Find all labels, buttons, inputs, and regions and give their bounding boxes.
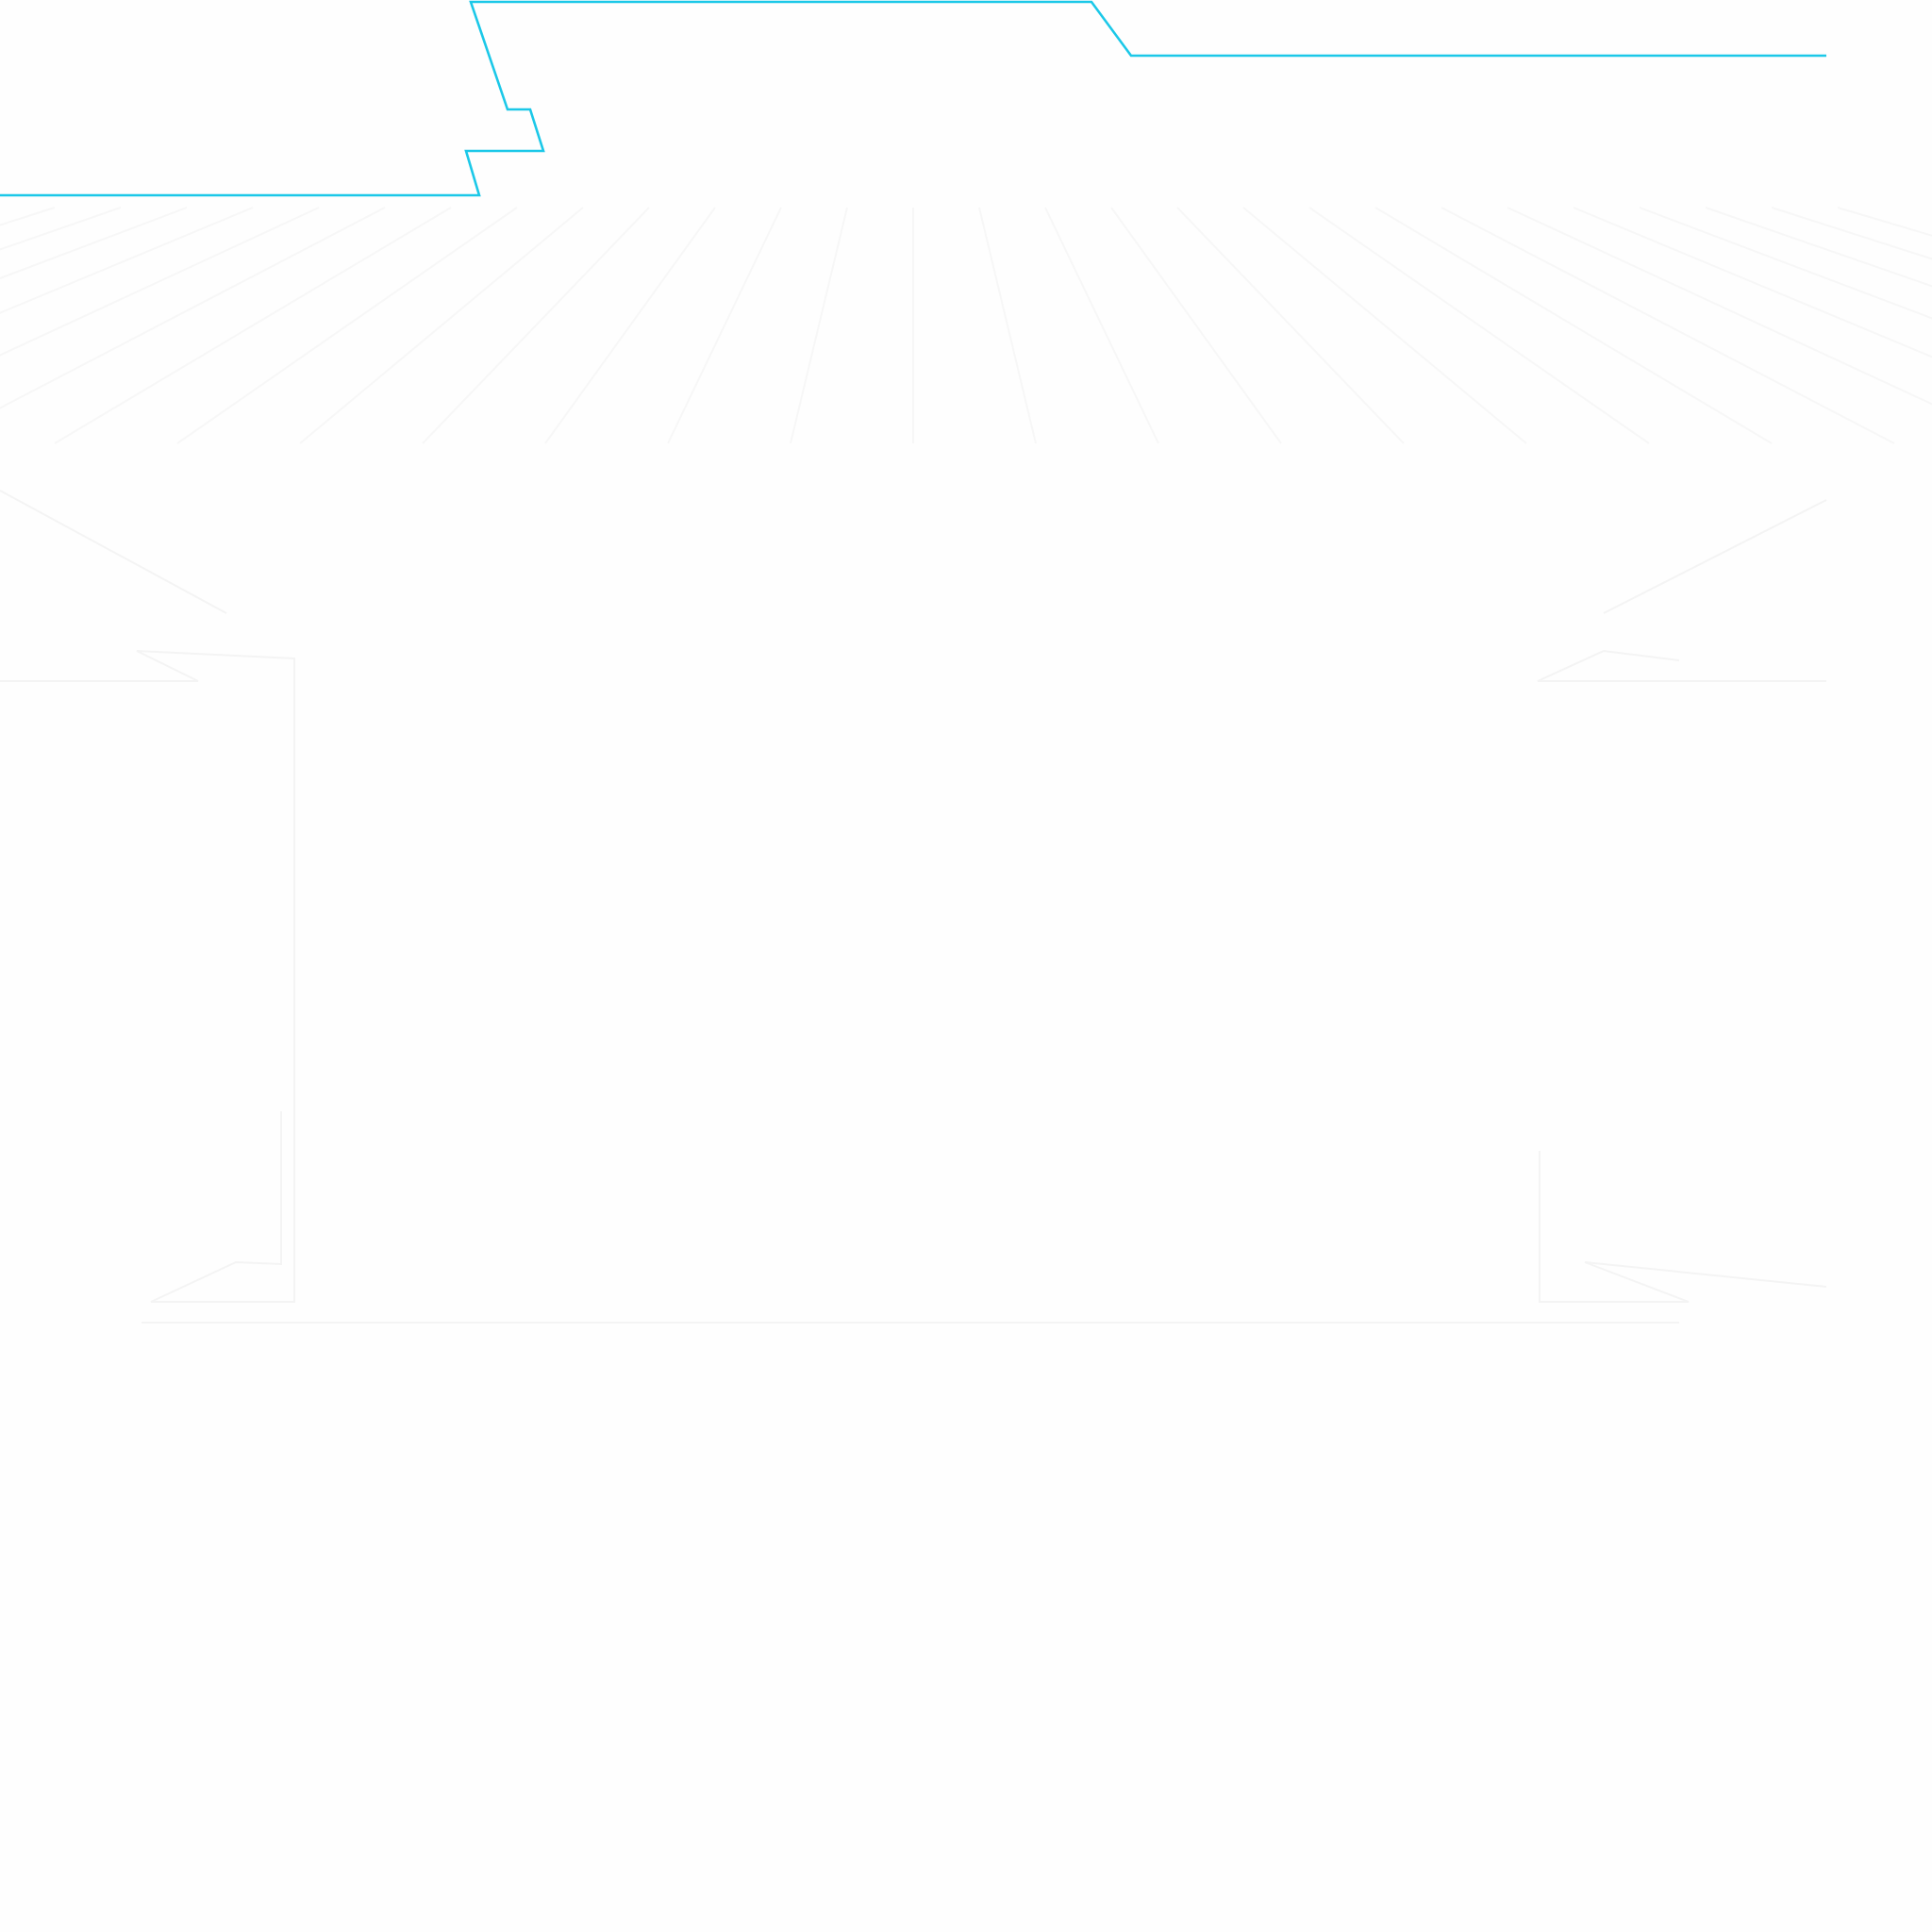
hatch-pattern [0, 207, 1932, 444]
hatch-line [54, 207, 452, 444]
faint-frame [0, 490, 1827, 1324]
faint-frame-upper-diagonal-right [1603, 499, 1827, 614]
hatch-line [1044, 207, 1159, 444]
faint-frame-right-bracket [1537, 649, 1827, 1303]
hatch-line [0, 207, 320, 357]
hatch-line [544, 207, 716, 444]
accent-header-line [0, 0, 1826, 197]
hatch-line [176, 207, 518, 444]
hatch-line [0, 207, 56, 226]
hatch-line [1705, 207, 1932, 288]
faint-frame-upper-diagonal-left [0, 490, 227, 614]
hatch-line [978, 207, 1037, 444]
hatch-line [0, 207, 386, 409]
hatch-line [1639, 207, 1932, 320]
hatch-line [1176, 207, 1405, 444]
hatch-line [0, 207, 122, 251]
hatch-line [667, 207, 782, 444]
hatch-line [790, 207, 848, 444]
hatch-line [1242, 207, 1527, 444]
hatch-line [1374, 207, 1773, 444]
faint-frame-left-bracket [0, 650, 295, 1303]
hatch-line [1441, 207, 1895, 444]
hatch-line [1573, 207, 1932, 358]
hatch-line [1110, 207, 1282, 444]
hatch-line [299, 207, 584, 444]
hatch-line [1507, 207, 1932, 406]
hatch-line [0, 207, 254, 314]
hatch-line [1771, 207, 1932, 260]
hatch-line [0, 207, 188, 280]
hatch-line [1308, 207, 1650, 444]
hatch-line [422, 207, 650, 444]
